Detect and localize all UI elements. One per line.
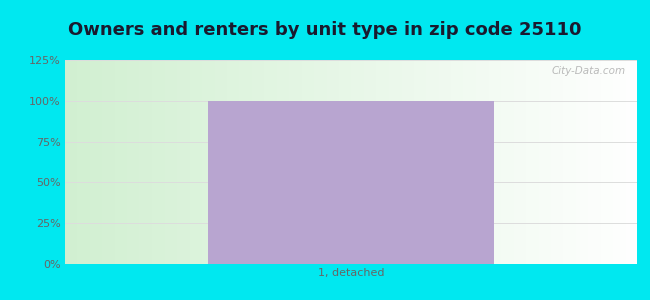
- Bar: [208, 101, 494, 264]
- Text: Owners and renters by unit type in zip code 25110: Owners and renters by unit type in zip c…: [68, 21, 582, 39]
- Text: City-Data.com: City-Data.com: [551, 66, 625, 76]
